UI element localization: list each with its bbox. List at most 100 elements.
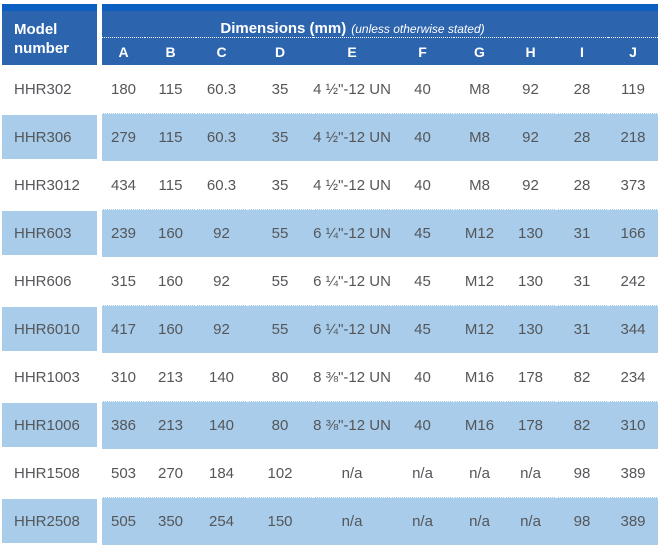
table-row: HHR1508 503 270 184 102 n/a n/a n/a n/a … [2,449,658,497]
dimension-value: 178 [505,353,556,401]
dimension-value: 4 ½"-12 UN [313,65,391,113]
dimension-value: 8 ⅜"-12 UN [313,401,391,449]
dimension-value: M12 [454,305,505,353]
dimension-value: 45 [391,209,454,257]
dimensions-title-row: Dimensions (mm) (unless otherwise stated… [102,11,658,37]
model-number-cell: HHR3012 [2,161,97,209]
dimension-value: 60.3 [196,113,247,161]
dimension-value: 31 [556,305,608,353]
model-number-header: Model number [2,4,97,65]
dimension-value: M8 [454,161,505,209]
dimension-value: 180 [102,65,145,113]
dimension-value: 254 [196,497,247,545]
dimension-value: 92 [196,257,247,305]
row-values: 417 160 92 55 6 ¼"-12 UN 45 M12 130 31 3… [102,305,658,353]
dimension-value: 60.3 [196,65,247,113]
row-values: 310 213 140 80 8 ⅜"-12 UN 40 M16 178 82 … [102,353,658,401]
dimension-value: 160 [145,209,196,257]
dimensions-title: Dimensions (mm) [220,20,347,37]
table-row: HHR302 180 115 60.3 35 4 ½"-12 UN 40 M8 … [2,65,658,113]
dimension-value: 92 [505,161,556,209]
dimension-value: 166 [608,209,658,257]
column-header-c: C [196,37,247,65]
column-header-h: H [505,37,556,65]
column-header-f: F [391,37,454,65]
dimension-value: 140 [196,353,247,401]
dimension-value: n/a [313,449,391,497]
dimension-value: 28 [556,113,608,161]
dimension-value: n/a [454,449,505,497]
dimension-value: 92 [505,65,556,113]
model-number-cell: HHR1006 [2,401,97,449]
dimension-value: 31 [556,257,608,305]
dimension-value: 505 [102,497,145,545]
dimension-value: 130 [505,209,556,257]
dimension-value: 80 [247,353,313,401]
dimension-value: 82 [556,353,608,401]
dimension-value: 4 ½"-12 UN [313,113,391,161]
dimension-value: 242 [608,257,658,305]
model-number-cell: HHR6010 [2,305,97,353]
dimension-value: M8 [454,65,505,113]
row-values: 505 350 254 150 n/a n/a n/a n/a 98 389 [102,497,658,545]
dimension-value: 350 [145,497,196,545]
dimension-value: 115 [145,161,196,209]
dimension-value: 6 ¼"-12 UN [313,257,391,305]
row-values: 239 160 92 55 6 ¼"-12 UN 45 M12 130 31 1… [102,209,658,257]
dimension-value: 389 [608,497,658,545]
dimension-value: n/a [454,497,505,545]
table-row: HHR606 315 160 92 55 6 ¼"-12 UN 45 M12 1… [2,257,658,305]
dimension-value: 373 [608,161,658,209]
table-row: HHR1003 310 213 140 80 8 ⅜"-12 UN 40 M16… [2,353,658,401]
column-header-row: A B C D E F G H I J [102,37,658,65]
dimension-value: 160 [145,305,196,353]
dimension-value: 60.3 [196,161,247,209]
dimension-value: 184 [196,449,247,497]
dimension-value: 31 [556,209,608,257]
dimension-value: 98 [556,497,608,545]
dimension-value: 28 [556,65,608,113]
dimension-value: 310 [102,353,145,401]
row-values: 315 160 92 55 6 ¼"-12 UN 45 M12 130 31 2… [102,257,658,305]
dimension-value: 178 [505,401,556,449]
dimension-value: 386 [102,401,145,449]
dimension-value: 28 [556,161,608,209]
dimension-value: 239 [102,209,145,257]
table-row: HHR306 279 115 60.3 35 4 ½"-12 UN 40 M8 … [2,113,658,161]
row-values: 434 115 60.3 35 4 ½"-12 UN 40 M8 92 28 3… [102,161,658,209]
dimensions-table: Model number Dimensions (mm) (unless oth… [2,4,658,546]
dimension-value: M12 [454,257,505,305]
dimension-value: 389 [608,449,658,497]
column-header-e: E [313,37,391,65]
dimension-value: 40 [391,65,454,113]
dimension-value: 45 [391,257,454,305]
table-header: Model number Dimensions (mm) (unless oth… [2,4,658,65]
dimension-value: 35 [247,65,313,113]
dimension-value: 130 [505,305,556,353]
dimensions-subtitle: (unless otherwise stated) [351,22,485,36]
table-row: HHR3012 434 115 60.3 35 4 ½"-12 UN 40 M8… [2,161,658,209]
dimension-value: 417 [102,305,145,353]
dimension-value: 234 [608,353,658,401]
dimension-value: 55 [247,209,313,257]
dimension-value: 6 ¼"-12 UN [313,209,391,257]
dimension-value: n/a [505,449,556,497]
dimension-value: 40 [391,353,454,401]
column-header-g: G [454,37,505,65]
row-values: 279 115 60.3 35 4 ½"-12 UN 40 M8 92 28 2… [102,113,658,161]
column-header-j: J [608,37,658,65]
dimension-value: 82 [556,401,608,449]
dimension-value: 80 [247,401,313,449]
table-row: HHR2508 505 350 254 150 n/a n/a n/a n/a … [2,497,658,545]
dimension-value: 160 [145,257,196,305]
column-header-a: A [102,37,145,65]
dimension-value: 40 [391,113,454,161]
dimension-value: 434 [102,161,145,209]
dimension-value: 92 [196,209,247,257]
dimension-value: 40 [391,161,454,209]
table-row: HHR603 239 160 92 55 6 ¼"-12 UN 45 M12 1… [2,209,658,257]
dimension-value: M16 [454,401,505,449]
dimension-value: 40 [391,401,454,449]
dimension-value: n/a [313,497,391,545]
dimension-value: n/a [391,497,454,545]
